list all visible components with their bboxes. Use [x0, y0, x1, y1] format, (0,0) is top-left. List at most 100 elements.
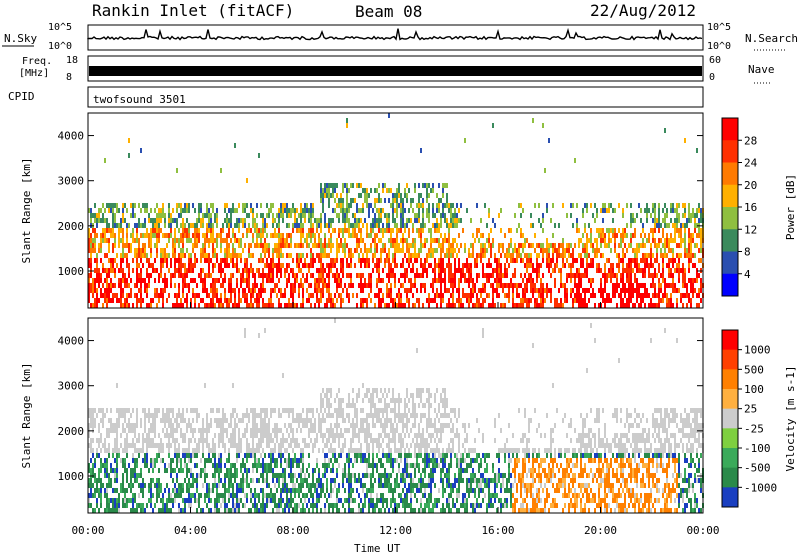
power-cell — [356, 208, 358, 213]
power-cell — [302, 223, 304, 228]
velocity-cell — [144, 453, 146, 458]
power-cell — [370, 283, 372, 288]
power-cell — [120, 298, 122, 303]
power-cell — [274, 243, 276, 248]
velocity-cell — [256, 493, 258, 498]
velocity-cell — [232, 443, 234, 448]
power-cell — [208, 293, 210, 298]
power-cell — [250, 303, 252, 308]
power-cell — [284, 238, 286, 243]
power-cell — [356, 223, 358, 228]
power-cell — [120, 303, 122, 308]
velocity-cell — [282, 483, 284, 488]
power-cell — [466, 263, 468, 268]
power-cell — [656, 303, 658, 308]
power-cell — [586, 253, 588, 258]
velocity-cell — [254, 488, 256, 493]
velocity-cell — [124, 413, 126, 418]
power-cell — [200, 203, 202, 208]
power-cell — [470, 273, 472, 278]
power-cell — [310, 218, 312, 223]
velocity-cell — [104, 448, 106, 453]
velocity-cell — [186, 408, 188, 413]
power-cell — [684, 238, 686, 243]
velocity-cell — [268, 463, 270, 468]
power-cell — [332, 193, 334, 198]
velocity-cell — [96, 453, 98, 458]
velocity-cell — [262, 498, 264, 503]
power-cell — [462, 263, 464, 268]
power-cell — [434, 273, 436, 278]
power-cell — [214, 238, 216, 243]
velocity-cell — [278, 448, 280, 453]
power-cell — [126, 238, 128, 243]
power-cell — [214, 293, 216, 298]
velocity-cell — [278, 428, 280, 433]
power-cell — [700, 233, 702, 238]
power-cell — [658, 263, 660, 268]
power-cell — [392, 198, 394, 203]
power-cell — [242, 203, 244, 208]
power-cell — [264, 248, 266, 253]
power-cell — [672, 303, 674, 308]
power-cell — [538, 288, 540, 293]
velocity-cell — [268, 428, 270, 433]
power-cell — [334, 258, 336, 263]
power-cell — [122, 278, 124, 283]
velocity-cell — [288, 463, 290, 468]
velocity-cell — [290, 468, 292, 473]
velocity-cell — [184, 508, 186, 513]
power-cell — [344, 283, 346, 288]
power-cell — [262, 223, 264, 228]
power-cell — [180, 303, 182, 308]
power-cell — [378, 298, 380, 303]
velocity-cell — [160, 448, 162, 453]
power-cell — [264, 228, 266, 233]
power-cell — [424, 258, 426, 263]
power-cell — [688, 268, 690, 273]
power-cell — [646, 258, 648, 263]
velocity-cell — [244, 463, 246, 468]
power-cell — [402, 208, 404, 213]
power-cell — [564, 263, 566, 268]
velocity-cell — [258, 498, 260, 503]
power-cell — [662, 268, 664, 273]
power-cell — [150, 298, 152, 303]
velocity-cell — [170, 433, 172, 438]
velocity-cell — [306, 408, 308, 413]
power-cell — [278, 213, 280, 218]
power-cell — [240, 218, 242, 223]
power-cell — [156, 213, 158, 218]
velocity-cell — [104, 438, 106, 443]
power-cell — [518, 243, 520, 248]
power-cell — [214, 263, 216, 268]
power-cell — [158, 218, 160, 223]
power-cell — [370, 188, 372, 193]
velocity-cell — [182, 408, 184, 413]
power-cell — [336, 183, 338, 188]
velocity-cell — [118, 453, 120, 458]
velocity-cell — [176, 413, 178, 418]
power-cell — [662, 293, 664, 298]
velocity-cell — [112, 498, 114, 503]
power-cell — [364, 188, 366, 193]
power-cell — [328, 183, 330, 188]
power-cell — [382, 233, 384, 238]
velocity-cell — [326, 488, 328, 493]
velocity-cell — [212, 483, 214, 488]
power-cell — [672, 258, 674, 263]
power-cell — [332, 208, 334, 213]
power-cell — [522, 278, 524, 283]
power-cell — [160, 293, 162, 298]
velocity-cell — [202, 438, 204, 443]
power-cell — [200, 273, 202, 278]
power-cell — [276, 283, 278, 288]
power-cell — [438, 198, 440, 203]
power-cell — [162, 208, 164, 213]
power-cell — [388, 218, 390, 223]
power-cell — [688, 208, 690, 213]
power-cell — [590, 243, 592, 248]
power-cell — [216, 238, 218, 243]
power-cell — [380, 238, 382, 243]
power-cell — [430, 243, 432, 248]
